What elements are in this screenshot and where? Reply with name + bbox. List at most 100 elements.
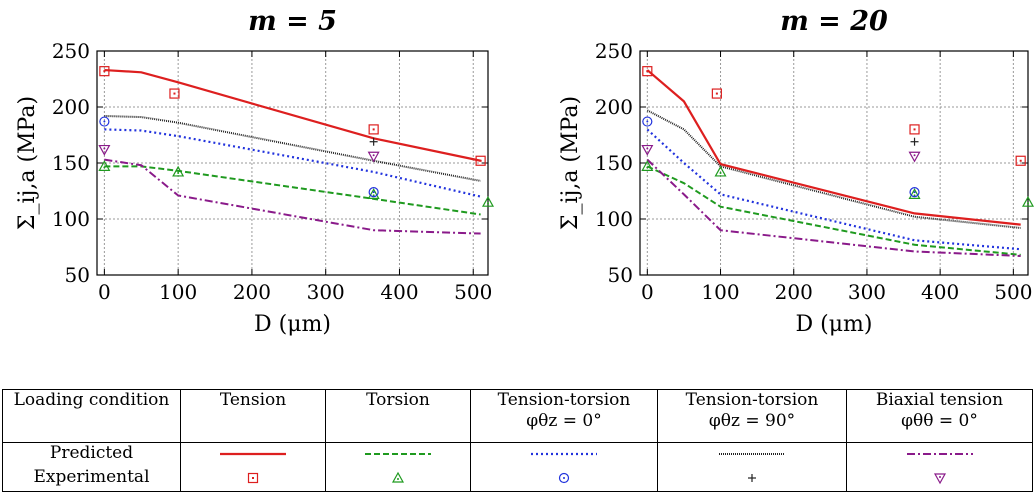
series-line — [104, 68, 481, 162]
marker-dot — [252, 477, 254, 479]
x-tick-label: 300 — [848, 280, 886, 304]
marker-circle — [642, 116, 653, 127]
marker-triangle-up — [98, 160, 111, 171]
series-line — [646, 165, 1021, 256]
marker-triangle-up — [641, 160, 654, 171]
legend-col-title: Tension-torsion — [497, 390, 631, 410]
legend-experimental-row: Experimental — [2, 467, 1033, 492]
legend-col-title: Tension-torsion — [685, 390, 819, 410]
chart-title: m = 5 — [248, 6, 337, 37]
marker-dot — [646, 120, 649, 123]
legend-line-tension — [180, 442, 326, 467]
marker-dot — [1019, 159, 1022, 162]
series-line — [104, 114, 481, 182]
x-tick-label: 0 — [98, 280, 111, 304]
y-tick-label: 150 — [52, 151, 90, 175]
legend-marker-tt90 — [657, 467, 847, 492]
marker-circle — [558, 472, 570, 484]
legend-table: Loading condition Tension Torsion Tensio… — [2, 389, 1033, 492]
y-tick-label: 50 — [608, 263, 633, 287]
x-axis-label: D (μm) — [796, 312, 873, 337]
marker-triangle-up — [391, 471, 405, 483]
x-tick-label: 0 — [641, 280, 654, 304]
x-tick-label: 200 — [775, 280, 813, 304]
marker-dot — [646, 147, 649, 150]
marker-dot — [1027, 202, 1029, 205]
marker-dot — [397, 478, 399, 480]
y-tick-label: 250 — [52, 39, 90, 63]
marker-circle — [368, 187, 379, 198]
x-tick-label: 500 — [454, 280, 492, 304]
marker-square — [475, 155, 486, 166]
marker-dot — [103, 166, 106, 169]
marker-dot — [646, 166, 649, 169]
legend-row-label: Predicted — [2, 442, 181, 467]
legend-col-torsion: Torsion — [325, 389, 471, 443]
charts-canvas: 0 100 200 300 400 500 50 100 150 200 250 m = 5 D (μm… — [15, 6, 1035, 337]
marker-triangle-up — [172, 165, 185, 177]
legend-header-row: Loading condition Tension Torsion Tensio… — [2, 389, 1033, 443]
marker-dot — [715, 92, 718, 95]
legend-col-title: Tension — [219, 390, 287, 410]
marker-square — [642, 66, 653, 77]
y-tick-label: 200 — [52, 95, 90, 119]
x-axis-label: D (μm) — [254, 312, 331, 337]
marker-dot — [103, 70, 106, 73]
marker-dot — [487, 202, 489, 205]
x-tick-label: 200 — [233, 280, 271, 304]
series-line — [104, 165, 481, 216]
experimental-series — [641, 160, 1035, 207]
series-line — [646, 69, 1021, 226]
legend-marker-tension — [180, 467, 326, 492]
legend-col-subtitle: φθθ = 0° — [901, 411, 978, 431]
y-tick-label: 100 — [52, 207, 90, 231]
legend-header-label: Loading condition — [13, 390, 170, 410]
predicted-label: Predicted — [49, 443, 134, 463]
legend-marker-biaxial — [846, 467, 1033, 492]
x-tick-label: 500 — [994, 280, 1032, 304]
legend-col-biaxial: Biaxial tension φθθ = 0° — [846, 389, 1033, 443]
legend-header-cell: Loading condition — [2, 389, 181, 443]
marker-triangle-down — [367, 151, 380, 163]
experimental-series — [98, 160, 495, 207]
legend-col-title: Torsion — [366, 390, 430, 410]
legend-col-tt90: Tension-torsion φθz = 90° — [657, 389, 847, 443]
marker-dot — [173, 92, 176, 95]
x-tick-label: 400 — [380, 280, 418, 304]
marker-square — [909, 124, 920, 135]
legend-line-tt0 — [470, 442, 658, 467]
marker-circle — [909, 187, 920, 198]
legend-marker-torsion — [325, 467, 471, 492]
marker-square — [1015, 155, 1026, 166]
legend-col-title: Biaxial tension — [875, 390, 1004, 410]
legend-col-tt0: Tension-torsion φθz = 0° — [470, 389, 658, 443]
marker-triangle-down — [98, 144, 111, 156]
series-line — [646, 109, 1021, 229]
chart-1: 0 100 200 300 400 500 50 100 150 200 250 m = 20 D (μ… — [558, 6, 1035, 337]
x-tick-label: 100 — [159, 280, 197, 304]
marker-triangle-up — [367, 188, 380, 199]
experimental-series — [99, 116, 379, 198]
marker-dot — [646, 70, 649, 73]
marker-triangle-up — [481, 195, 495, 207]
marker-dot — [938, 476, 941, 478]
marker-dot — [103, 120, 106, 123]
legend-line-biaxial — [846, 442, 1033, 467]
y-tick-label: 250 — [595, 39, 633, 63]
marker-square — [99, 66, 110, 77]
marker-dot — [372, 194, 375, 197]
y-tick-label: 150 — [595, 151, 633, 175]
x-tick-label: 300 — [307, 280, 345, 304]
experimental-series — [642, 66, 1026, 166]
marker-dot — [372, 191, 375, 194]
marker-circle — [99, 116, 110, 127]
marker-square — [711, 88, 722, 99]
x-tick-label: 400 — [921, 280, 959, 304]
experimental-series — [910, 137, 919, 146]
experimental-series — [99, 66, 486, 166]
y-tick-label: 200 — [595, 95, 633, 119]
x-tick-label: 100 — [701, 280, 739, 304]
marker-dot — [913, 191, 916, 194]
marker-triangle-down — [641, 144, 654, 156]
marker-dot — [563, 477, 565, 479]
